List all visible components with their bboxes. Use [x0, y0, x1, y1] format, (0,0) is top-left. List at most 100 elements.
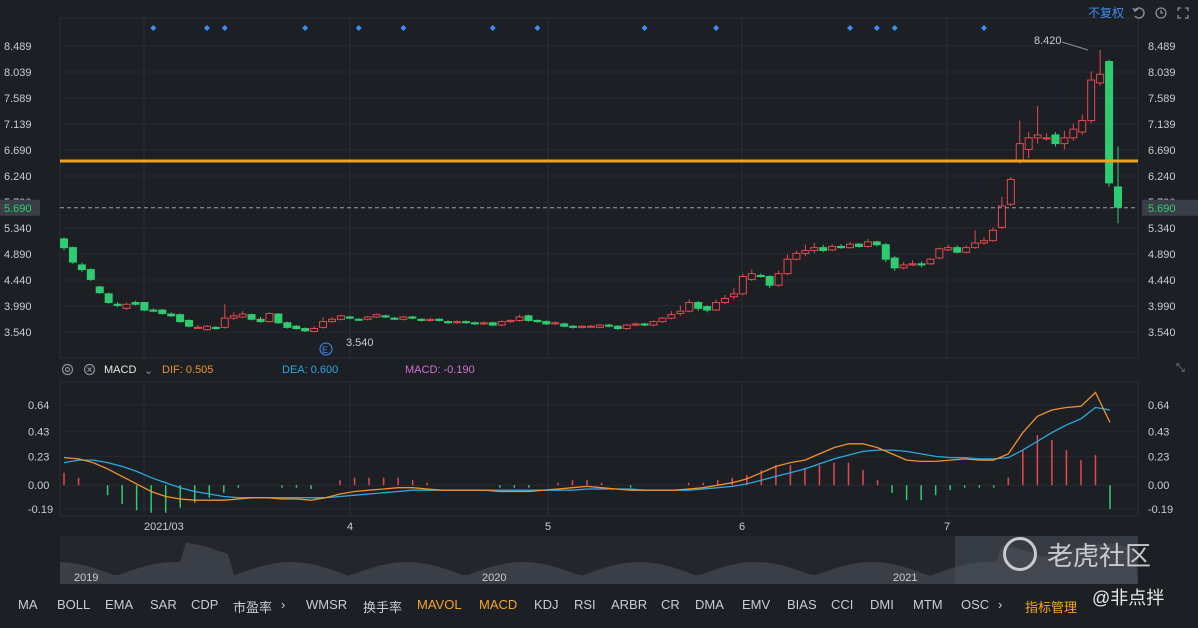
candle-body	[399, 316, 408, 320]
indicator-tab[interactable]: BOLL	[57, 597, 91, 612]
indicator-tab[interactable]: BIAS	[787, 597, 817, 612]
indicator-tab[interactable]: CDP	[191, 597, 219, 612]
indicator-tab[interactable]: MA	[18, 597, 38, 612]
candle-body	[310, 328, 319, 332]
navigator-year-label: 2021	[893, 572, 917, 584]
candle-body	[479, 322, 488, 325]
undo-icon[interactable]	[1132, 6, 1146, 20]
settings-icon[interactable]	[61, 363, 74, 379]
candle-body	[497, 321, 506, 326]
candle-body	[140, 302, 149, 311]
candle-body	[846, 243, 855, 249]
current-price-label-left: 5.690	[4, 203, 32, 215]
candle-body	[77, 264, 86, 271]
candle-body	[792, 252, 801, 260]
macd-tick-label-left: -0.19	[28, 504, 53, 516]
indicator-tab[interactable]: DMI	[870, 597, 894, 612]
navigator-selection	[955, 536, 1138, 584]
macd-label: MACD: -0.190	[405, 364, 475, 376]
indicator-tab[interactable]: 市盈率	[233, 600, 273, 615]
price-tick-label-right: 8.039	[1148, 67, 1176, 79]
candle-body	[1042, 137, 1051, 140]
price-tick-label-left: 5.340	[4, 223, 32, 235]
indicator-tab[interactable]: MACD	[479, 597, 518, 612]
price-tick-label-left: 7.589	[4, 93, 32, 105]
indicator-tab[interactable]: CR	[661, 597, 680, 612]
macd-tick-label-left: 0.23	[28, 451, 49, 463]
candle-body	[274, 313, 283, 324]
price-tick-label-right: 4.890	[1148, 249, 1176, 261]
close-icon[interactable]	[83, 363, 96, 379]
candle-body	[202, 325, 211, 331]
price-tick-label-left: 3.990	[4, 301, 32, 313]
candle-body	[1024, 137, 1033, 150]
candle-body	[515, 316, 524, 321]
time-back-icon[interactable]	[1154, 6, 1168, 20]
indicator-tab[interactable]: SAR	[150, 597, 177, 612]
candle-body	[336, 315, 345, 320]
candle-body	[453, 321, 462, 324]
chevron-right-icon[interactable]: ›	[281, 597, 286, 612]
candle-body	[1087, 79, 1096, 121]
price-tick-label-right: 3.990	[1148, 301, 1176, 313]
candle-body	[783, 258, 792, 275]
price-tick-label-right: 8.489	[1148, 41, 1176, 53]
indicator-tab[interactable]: EMV	[742, 597, 771, 612]
indicator-name[interactable]: MACD	[104, 364, 137, 376]
candle-body	[881, 244, 890, 260]
indicator-tab[interactable]: WMSR	[306, 597, 348, 612]
watermark: 老虎社区	[1003, 534, 1193, 574]
indicator-tab[interactable]: 换手率	[363, 600, 403, 615]
candle-body	[917, 263, 926, 266]
candle-body	[60, 238, 68, 249]
indicator-tab[interactable]: OSC	[961, 597, 990, 612]
x-axis-label: 2021/03	[144, 521, 184, 533]
event-marker	[302, 25, 309, 31]
chevron-down-icon[interactable]: ⌄	[144, 365, 154, 377]
candle-body	[461, 321, 470, 324]
indicator-tab[interactable]: RSI	[574, 597, 596, 612]
candle-body	[578, 325, 587, 328]
event-e-icon	[319, 342, 333, 356]
price-tick-label-left: 3.540	[4, 327, 32, 339]
x-axis-label: 5	[545, 521, 551, 533]
price-tick-label-right: 6.240	[1148, 171, 1176, 183]
candle-body	[935, 248, 944, 259]
candle-body	[470, 322, 479, 325]
candle-body	[712, 302, 721, 311]
macd-tick-label-right: 0.43	[1148, 426, 1169, 438]
price-tick-label-left: 6.690	[4, 145, 32, 157]
dif-label: DIF: 0.505	[162, 364, 214, 376]
candle-body	[971, 242, 980, 249]
candle-body	[569, 325, 578, 328]
navigator-year-label: 2019	[74, 572, 98, 584]
candle-body	[685, 302, 694, 312]
candle-body	[444, 321, 453, 324]
candle-body	[435, 318, 444, 321]
indicator-tab[interactable]: MTM	[913, 597, 943, 612]
price-tick-label-right: 7.139	[1148, 119, 1176, 131]
indicator-tab[interactable]: MAVOL	[417, 597, 462, 612]
candle-body	[747, 273, 756, 280]
indicator-tab[interactable]: CCI	[831, 597, 854, 612]
candle-body	[1078, 119, 1087, 133]
candle-body	[649, 321, 658, 326]
candle-body	[658, 317, 667, 323]
indicator-tab[interactable]: DMA	[695, 597, 724, 612]
indicator-tab[interactable]: 指标管理	[1025, 600, 1078, 615]
indicator-tab[interactable]: EMA	[105, 597, 134, 612]
event-marker	[221, 25, 228, 31]
fullscreen-icon[interactable]	[1176, 6, 1190, 20]
indicator-tab[interactable]: KDJ	[534, 597, 559, 612]
candle-body	[819, 247, 828, 252]
price-adjust-selector[interactable]: 不复权	[1087, 6, 1124, 20]
macd-tick-label-right: 0.00	[1148, 480, 1169, 492]
indicator-tab[interactable]: ARBR	[611, 597, 648, 612]
candle-body	[765, 276, 774, 286]
chevron-right-icon[interactable]: ›	[998, 597, 1003, 612]
candle-body	[488, 322, 497, 326]
candle-body	[426, 318, 435, 321]
collapse-icon[interactable]: ⤡	[1176, 362, 1185, 374]
